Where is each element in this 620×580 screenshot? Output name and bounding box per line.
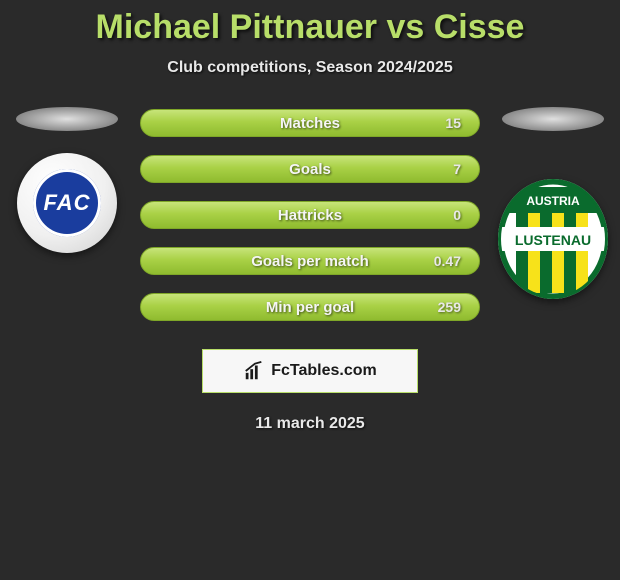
stat-row-hattricks: Hattricks 0	[140, 201, 480, 229]
svg-text:LUSTENAU: LUSTENAU	[515, 232, 591, 248]
stat-row-matches: Matches 15	[140, 109, 480, 137]
club-badge-right: AUSTRIA LUSTENAU	[498, 179, 608, 299]
svg-text:AUSTRIA: AUSTRIA	[526, 194, 580, 208]
club-badge-left-text: FAC	[33, 169, 101, 237]
stat-row-goals: Goals 7	[140, 155, 480, 183]
comparison-card: Michael Pittnauer vs Cisse Club competit…	[0, 0, 620, 433]
stats-column: Matches 15 Goals 7 Hattricks 0 Goals per…	[140, 107, 480, 321]
club-badge-left: FAC	[17, 153, 117, 253]
main-row: FAC Matches 15 Goals 7 Hattricks 0 G	[0, 107, 620, 321]
page-title: Michael Pittnauer vs Cisse	[96, 8, 525, 47]
brand-box[interactable]: FcTables.com	[202, 349, 418, 393]
silhouette-placeholder-right	[502, 107, 604, 131]
stat-right-value: 7	[421, 161, 461, 177]
stat-right-value: 15	[421, 115, 461, 131]
date-line: 11 march 2025	[255, 415, 364, 433]
stat-right-value: 0	[421, 207, 461, 223]
subtitle: Club competitions, Season 2024/2025	[167, 59, 452, 77]
club-badge-right-svg: AUSTRIA LUSTENAU	[498, 179, 608, 299]
silhouette-placeholder-left	[16, 107, 118, 131]
stat-row-mpg: Min per goal 259	[140, 293, 480, 321]
player-left-column: FAC	[12, 107, 122, 253]
player-right-column: AUSTRIA LUSTENAU	[498, 107, 608, 299]
stat-row-gpm: Goals per match 0.47	[140, 247, 480, 275]
chart-icon	[243, 360, 265, 382]
stat-right-value: 259	[421, 299, 461, 315]
stat-right-value: 0.47	[421, 253, 461, 269]
brand-text: FcTables.com	[271, 362, 377, 380]
